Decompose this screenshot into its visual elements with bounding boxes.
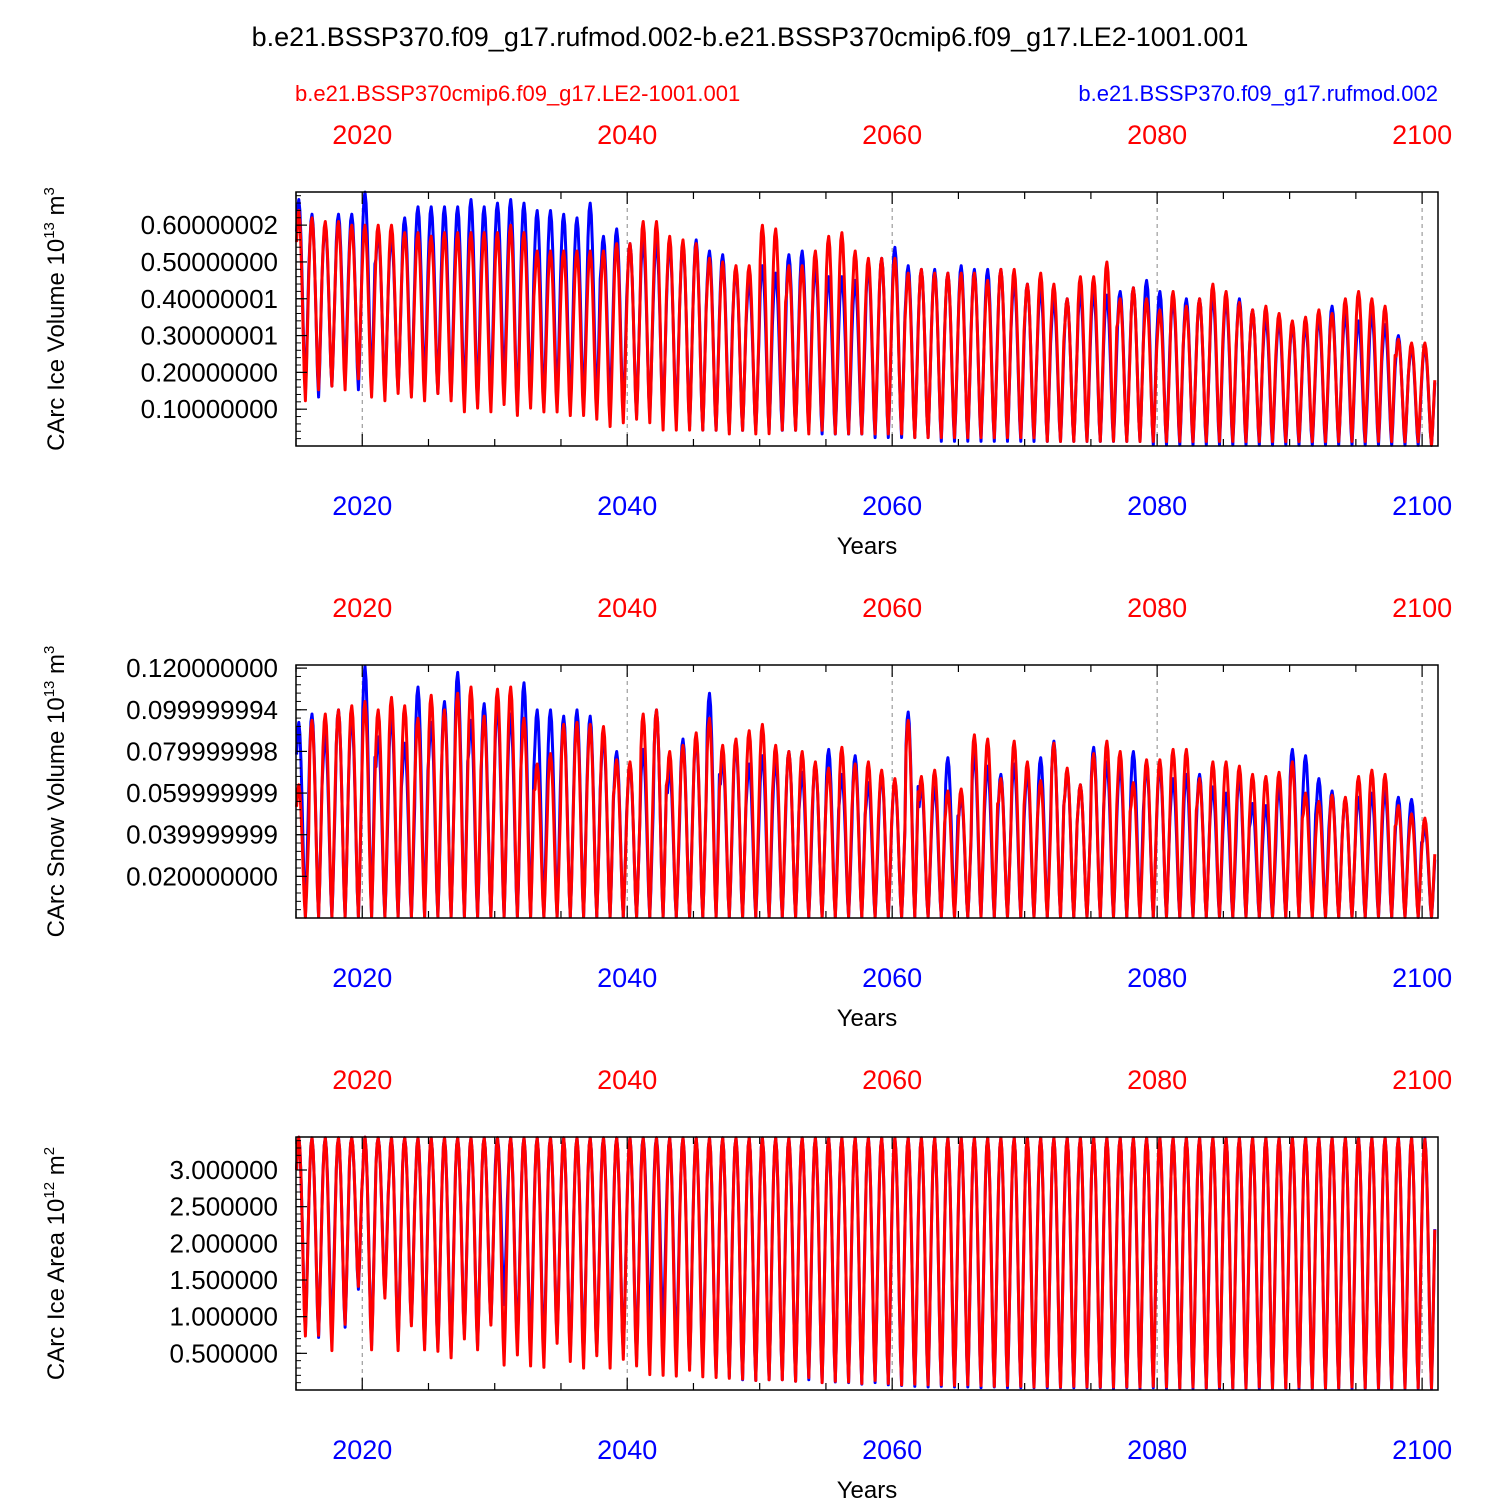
x-tick-label-bottom: 2100 xyxy=(1392,491,1452,521)
x-tick-label-bottom: 2060 xyxy=(862,1435,922,1465)
panel-snow-volume: 0.120000000 0.099999994 0.079999998 0.05999… xyxy=(41,593,1452,1032)
x-tick-label-top: 2020 xyxy=(332,120,392,150)
x-tick-label-top: 2060 xyxy=(862,120,922,150)
plot-frame xyxy=(295,1136,1439,1391)
x-tick-label-top: 2060 xyxy=(862,1065,922,1095)
plot-frame xyxy=(295,191,1439,447)
y-tick-label: 0.50000000 xyxy=(141,247,278,277)
x-tick-label-top: 2100 xyxy=(1392,1065,1452,1095)
y-tick-label: 0.120000000 xyxy=(126,653,278,683)
y-tick-label: 0.079999998 xyxy=(126,736,278,766)
x-tick-label-bottom: 2060 xyxy=(862,491,922,521)
series-line-red xyxy=(295,685,1437,919)
series-line-red xyxy=(295,209,1437,447)
x-tick-label-top: 2100 xyxy=(1392,593,1452,623)
y-tick-label: 0.059999999 xyxy=(126,778,278,808)
y-axis-label: CArc Snow Volume 1013 m3 xyxy=(41,646,70,938)
y-tick-label: 2.000000 xyxy=(170,1228,278,1258)
x-tick-label-bottom: 2040 xyxy=(597,1435,657,1465)
y-tick-label: 0.020000000 xyxy=(126,861,278,891)
y-tick-label: 0.20000000 xyxy=(141,357,278,387)
x-tick-label-bottom: 2060 xyxy=(862,963,922,993)
x-tick-label-top: 2040 xyxy=(597,120,657,150)
x-tick-label-bottom: 2020 xyxy=(332,1435,392,1465)
y-tick-label: 0.40000001 xyxy=(141,284,278,314)
legend-blue-label: b.e21.BSSP370.f09_g17.rufmod.002 xyxy=(1078,81,1438,106)
panel-ice-volume: 0.60000002 0.50000000 0.40000001 0.30000001… xyxy=(41,120,1452,560)
y-tick-label: 1.000000 xyxy=(170,1302,278,1332)
figure-title: b.e21.BSSP370.f09_g17.rufmod.002-b.e21.B… xyxy=(252,22,1249,52)
x-tick-label-top: 2040 xyxy=(597,1065,657,1095)
series-line-red xyxy=(295,1135,1437,1390)
x-tick-label-bottom: 2080 xyxy=(1127,491,1187,521)
x-tick-label-top: 2080 xyxy=(1127,120,1187,150)
x-tick-label-top: 2040 xyxy=(597,593,657,623)
y-axis-label: CArc Ice Area 1012 m2 xyxy=(41,1147,70,1380)
x-axis-label: Years xyxy=(837,1477,898,1500)
panel-ice-area: 3.000000 2.500000 2.000000 1.500000 1.000000… xyxy=(41,1065,1452,1500)
x-tick-label-bottom: 2040 xyxy=(597,491,657,521)
y-tick-label: 0.30000001 xyxy=(141,321,278,351)
x-tick-label-bottom: 2040 xyxy=(597,963,657,993)
x-tick-label-top: 2020 xyxy=(332,1065,392,1095)
x-tick-label-bottom: 2080 xyxy=(1127,963,1187,993)
plot-frame xyxy=(295,664,1439,919)
x-tick-label-bottom: 2100 xyxy=(1392,963,1452,993)
y-tick-label: 0.60000002 xyxy=(141,210,278,240)
x-tick-label-bottom: 2100 xyxy=(1392,1435,1452,1465)
x-axis-label: Years xyxy=(837,1005,898,1032)
y-tick-label: 1.500000 xyxy=(170,1265,278,1295)
x-tick-label-top: 2100 xyxy=(1392,120,1452,150)
y-tick-label: 2.500000 xyxy=(170,1192,278,1222)
y-tick-label: 3.000000 xyxy=(170,1155,278,1185)
x-tick-label-bottom: 2020 xyxy=(332,963,392,993)
x-tick-label-top: 2020 xyxy=(332,593,392,623)
y-tick-label: 0.039999999 xyxy=(126,820,278,850)
y-tick-label: 0.099999994 xyxy=(126,695,278,725)
x-tick-label-top: 2060 xyxy=(862,593,922,623)
legend-red-label: b.e21.BSSP370cmip6.f09_g17.LE2-1001.001 xyxy=(295,81,740,106)
y-tick-label: 0.10000000 xyxy=(141,394,278,424)
x-tick-label-top: 2080 xyxy=(1127,593,1187,623)
x-tick-label-bottom: 2080 xyxy=(1127,1435,1187,1465)
y-axis-label: CArc Ice Volume 1013 m3 xyxy=(41,187,70,451)
y-tick-label: 0.500000 xyxy=(170,1338,278,1368)
x-axis-label: Years xyxy=(837,533,898,560)
x-tick-label-bottom: 2020 xyxy=(332,491,392,521)
x-tick-label-top: 2080 xyxy=(1127,1065,1187,1095)
